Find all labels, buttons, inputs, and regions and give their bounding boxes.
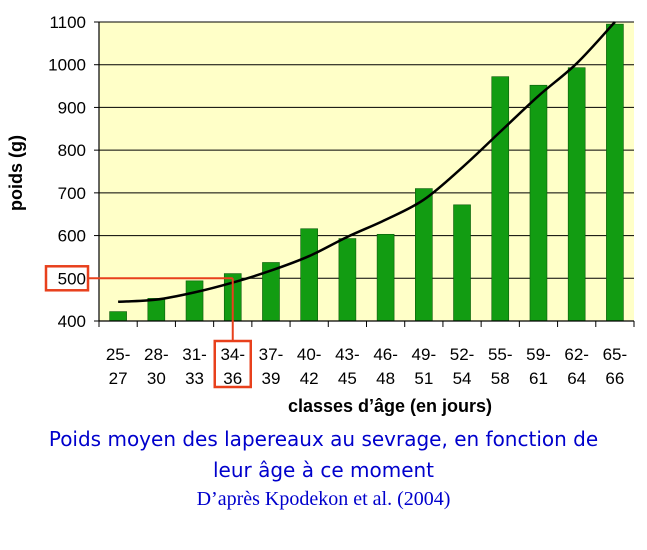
y-tick-label-1000: 1000 [48, 56, 86, 75]
bar-0 [109, 311, 127, 322]
y-tick-labels: 400 500 600 700 800 900 1000 1100 [48, 13, 86, 331]
x-tick-label-2: 31-33 [182, 345, 207, 388]
y-tick-label-800: 800 [58, 141, 86, 160]
x-tick-label-1: 28-30 [144, 345, 169, 388]
bar-7 [376, 233, 395, 322]
x-tick-label-4: 37-39 [259, 345, 284, 388]
axes [98, 22, 635, 327]
bar-6 [338, 238, 357, 322]
y-tick-label-1100: 1100 [49, 13, 86, 32]
bar-1 [147, 298, 166, 322]
bar-8 [415, 188, 433, 322]
bar-2 [185, 280, 204, 322]
plot-area [99, 22, 634, 321]
bar-5 [300, 228, 318, 322]
y-tick-label-500: 500 [58, 269, 86, 288]
caption-source: D’après Kpodekon et al. (2004) [196, 488, 451, 510]
caption-line-1: Poids moyen des lapereaux au sevrage, en… [48, 427, 599, 451]
x-tick-label-6: 43-45 [335, 345, 360, 388]
x-tick-label-13: 65-66 [603, 345, 628, 388]
highlight-x-box [213, 339, 252, 389]
x-tick-label-12: 62-64 [564, 345, 589, 388]
highlight-annotation [44, 265, 252, 389]
weight-bar-chart: 400 500 600 700 800 900 1000 1100 25-27 28-30 31-… [6, 13, 635, 416]
bar-9 [453, 204, 471, 322]
trend-line [118, 21, 616, 304]
bar-13 [606, 23, 624, 322]
x-tick-label-0: 25-27 [106, 345, 131, 388]
bar-10 [491, 76, 510, 322]
y-tick-label-400: 400 [58, 312, 86, 331]
y-tick-label-700: 700 [58, 184, 86, 203]
x-tick-label-8: 49-51 [412, 345, 437, 388]
x-axis-title: classes d’âge (en jours) [288, 396, 492, 416]
x-tick-label-10: 55-58 [488, 345, 513, 388]
bar-12 [567, 67, 586, 322]
y-axis-title: poids (g) [6, 135, 26, 211]
x-tick-label-5: 40-42 [297, 345, 322, 388]
bar-11 [529, 84, 548, 322]
x-tick-label-3: 34-36 [220, 345, 245, 388]
caption-line-2: leur âge à ce moment [212, 458, 435, 482]
y-tick-label-600: 600 [58, 227, 86, 246]
x-tick-labels: 25-27 28-30 31-33 34-36 37-39 40-42 43-45 46-48… [106, 345, 627, 388]
chart-caption: Poids moyen des lapereaux au sevrage, en… [0, 424, 647, 486]
x-tick-label-11: 59-61 [526, 345, 551, 388]
x-tick-label-9: 52-54 [450, 345, 475, 388]
x-tick-label-7: 46-48 [373, 345, 398, 388]
y-tick-label-900: 900 [58, 98, 86, 117]
